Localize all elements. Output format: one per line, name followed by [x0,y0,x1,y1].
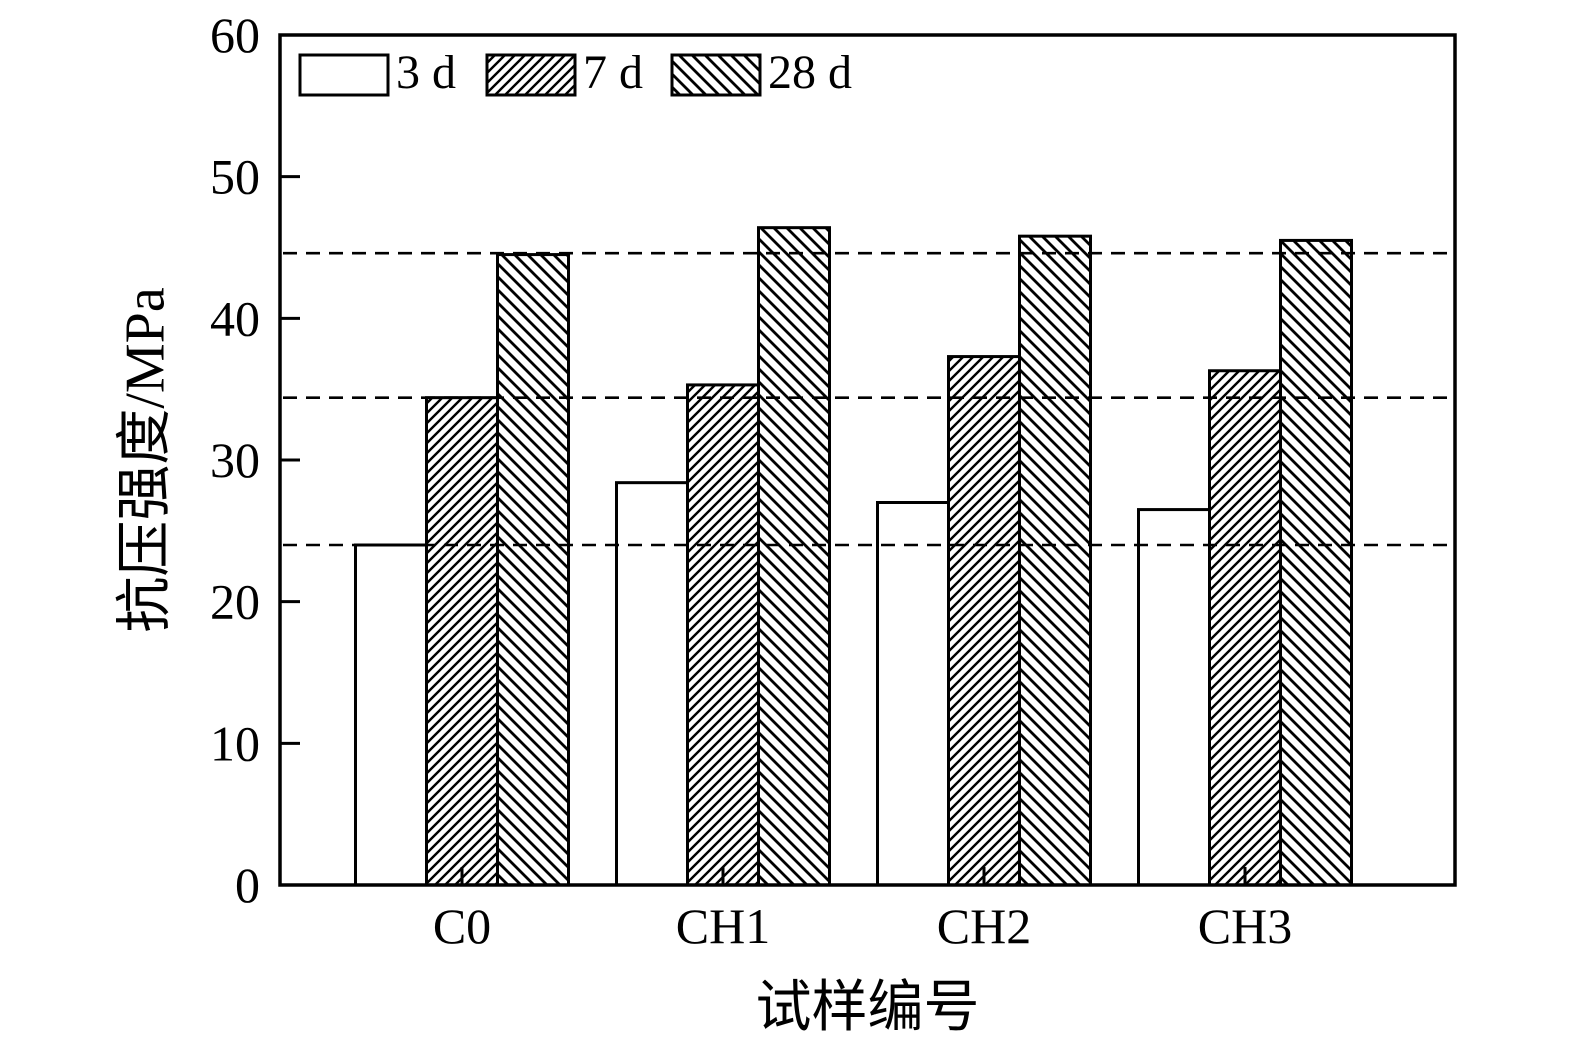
y-tick-label: 10 [210,715,260,771]
bar-CH3-3d [1137,508,1211,887]
bars-layer [354,226,1353,887]
bar-CH3-28d [1279,238,1353,887]
legend-label: 28 d [768,46,852,99]
legend-item: 28 d [670,46,852,99]
legend-swatch-28d [670,53,762,97]
legend-item: 7 d [485,46,643,99]
bar-C0-7d [425,396,499,887]
axis-layer: 0 10 20 30 40 50 60 C0 CH1 CH2 CH3 [210,7,1292,954]
category-label: CH1 [676,898,770,954]
bar-CH1-7d [686,383,760,887]
bar-CH2-3d [876,501,950,887]
legend-label: 3 d [396,46,456,99]
bar-C0-28d [496,253,570,887]
legend: 3 d 7 d 28 d [298,46,852,99]
legend-swatch-7d [485,53,577,97]
category-label: CH3 [1198,898,1292,954]
bar-CH1-3d [615,481,689,887]
legend-label: 7 d [583,46,643,99]
bar-CH3-7d [1208,369,1282,887]
x-axis-title: 试样编号 [755,977,980,1039]
bar-CH2-7d [947,355,1021,887]
y-tick-label: 60 [210,7,260,63]
legend-item: 3 d [298,46,456,99]
bar-C0-3d [354,543,428,887]
reference-lines-layer [283,251,1452,547]
y-tick-label: 30 [210,432,260,488]
y-tick-label: 20 [210,574,260,630]
bar-CH2-28d [1018,234,1092,887]
y-axis-title: 抗压强度/MPa [114,287,177,633]
y-tick-label: 40 [210,290,260,346]
category-label: C0 [433,898,491,954]
y-tick-label: 0 [235,857,260,913]
legend-swatch-3d [298,53,390,97]
y-tick-label: 50 [210,149,260,205]
category-label: CH2 [937,898,1031,954]
bar-CH1-28d [757,226,831,887]
